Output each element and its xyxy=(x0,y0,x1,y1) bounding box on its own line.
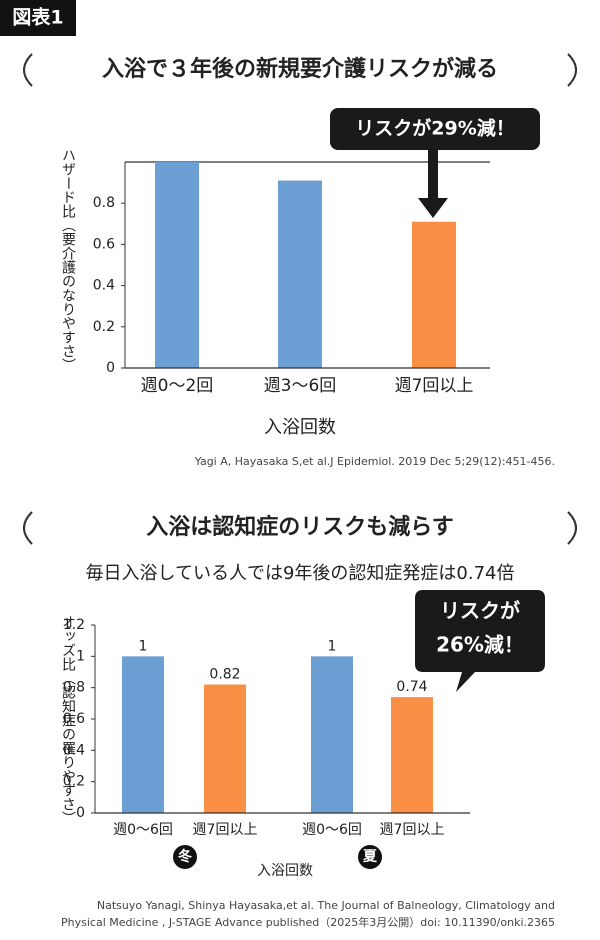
x-axis-label: 入浴回数 xyxy=(264,417,336,438)
callout xyxy=(330,108,540,150)
bracket xyxy=(567,511,577,545)
y-tick-label: 0.6 xyxy=(63,711,85,727)
y-tick-label: 0.4 xyxy=(63,742,85,758)
group-label: 夏 xyxy=(363,848,378,865)
x-tick-label: 週0～6回 xyxy=(113,822,173,838)
value-label: 1 xyxy=(139,638,148,654)
header: 図表1 xyxy=(12,6,63,29)
callout xyxy=(415,590,545,692)
source: Natsuyo Yanagi, Shinya Hayasaka,et al. T… xyxy=(97,899,555,912)
x-tick-label: 週7回以上 xyxy=(193,822,258,838)
x-tick-label: 週0～6回 xyxy=(302,822,362,838)
y-tick-label: 1.2 xyxy=(63,617,85,633)
y-tick-label: 0.2 xyxy=(93,319,115,335)
bar xyxy=(412,221,456,368)
source: Physical Medicine , J-STAGE Advance publ… xyxy=(61,915,555,929)
y-tick-label: 1 xyxy=(76,648,85,664)
arrow-shaft xyxy=(428,150,438,200)
y-axis-label: ハザード比（要介護のなりやすさ） xyxy=(60,148,76,372)
callout-text: リスクが29%減！ xyxy=(355,117,514,140)
bar xyxy=(391,697,433,813)
y-tick-label: 0.6 xyxy=(93,236,115,252)
bracket xyxy=(23,53,33,87)
chart-title: 入浴で３年後の新規要介護リスクが減る xyxy=(102,56,498,82)
group-badge xyxy=(173,845,197,869)
group-badge xyxy=(358,845,382,869)
y-tick-label: 0 xyxy=(106,360,115,376)
y-tick-label: 0.8 xyxy=(63,680,85,696)
y-axis-label: オッズ比（認知症の罹りやすさ） xyxy=(60,615,76,825)
bar xyxy=(122,656,164,813)
source: Yagi A, Hayasaka S,et al.J Epidemiol. 20… xyxy=(194,455,555,468)
value-label: 1 xyxy=(328,638,337,654)
bar xyxy=(278,180,322,368)
bar xyxy=(155,162,199,368)
chart-subtitle: 毎日入浴している人では9年後の認知症発症は0.74倍 xyxy=(86,563,515,584)
y-tick-label: 0.4 xyxy=(93,278,115,294)
y-tick-label: 0 xyxy=(76,805,85,821)
x-axis-label: 入浴回数 xyxy=(257,863,313,879)
bracket xyxy=(567,53,577,87)
chart-title: 入浴は認知症のリスクも減らす xyxy=(146,514,454,540)
x-tick-label: 週7回以上 xyxy=(395,376,474,396)
group-label: 冬 xyxy=(178,848,192,865)
value-label: 0.74 xyxy=(396,679,427,695)
arrow-head xyxy=(418,198,448,218)
callout-text: リスクが xyxy=(440,599,520,623)
value-label: 0.82 xyxy=(209,667,240,683)
x-tick-label: 週7回以上 xyxy=(380,822,445,838)
header-box xyxy=(0,0,76,36)
x-tick-label: 週0～2回 xyxy=(141,376,214,396)
callout-text: 26%減！ xyxy=(436,633,524,657)
x-tick-label: 週3～6回 xyxy=(264,376,337,396)
bracket xyxy=(23,511,33,545)
y-tick-label: 0.8 xyxy=(93,195,115,211)
y-tick-label: 0.2 xyxy=(63,774,85,790)
bar xyxy=(311,656,353,813)
bar xyxy=(204,684,246,813)
